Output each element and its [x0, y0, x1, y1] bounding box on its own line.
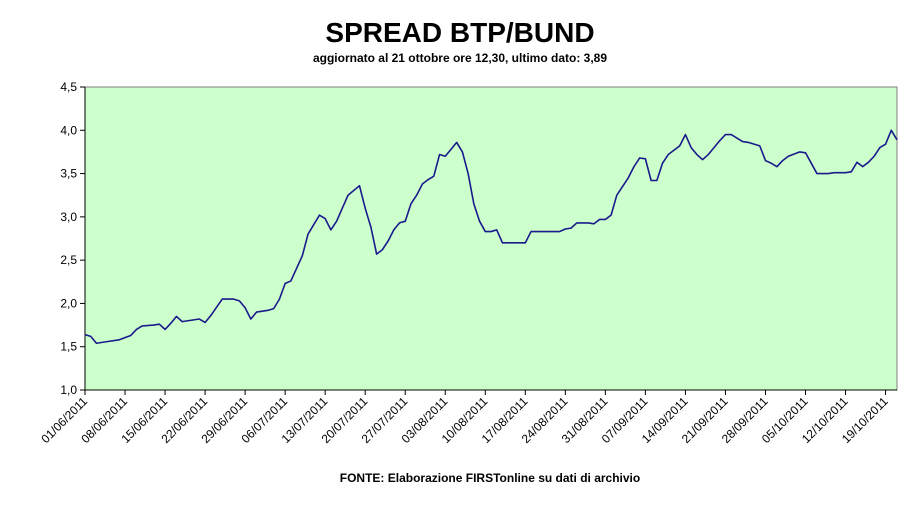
y-tick-label: 2,0: [60, 296, 77, 310]
y-tick-label: 4,0: [60, 123, 77, 137]
chart-subtitle: aggiornato al 21 ottobre ore 12,30, ulti…: [313, 51, 607, 65]
y-tick-label: 4,5: [60, 80, 77, 94]
plot-area: [84, 86, 898, 391]
y-tick-label: 1,0: [60, 383, 77, 397]
chart-title: SPREAD BTP/BUND: [325, 17, 594, 48]
source-note: FONTE: Elaborazione FIRSTonline su dati …: [340, 471, 640, 485]
y-tick-label: 2,5: [60, 253, 77, 267]
y-tick-label: 3,5: [60, 167, 77, 181]
y-tick-label: 1,5: [60, 340, 77, 354]
series-line: [84, 129, 898, 345]
y-tick-label: 3,0: [60, 210, 77, 224]
